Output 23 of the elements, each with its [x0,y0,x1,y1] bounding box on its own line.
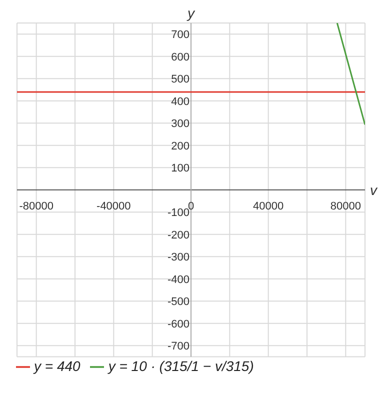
legend-label: y = 10 · (315/1 − v/315) [108,358,254,374]
y-tick-label: -400 [167,274,190,286]
legend-label: y = 440 [34,358,80,374]
x-tick-label: 40000 [253,200,284,212]
x-tick-label: -80000 [19,200,54,212]
y-tick-label: -500 [167,296,190,308]
y-tick-label: 300 [171,118,190,130]
y-tick-label: -600 [167,318,190,330]
y-tick-label: 400 [171,96,190,108]
y-tick-label: 500 [171,74,190,86]
x-tick-label: 80000 [330,200,361,212]
y-tick-label: 600 [171,51,190,64]
x-tick-label: 0 [188,200,194,212]
y-tick-label: -700 [167,340,190,353]
y-tick-label: 200 [171,140,190,152]
y-tick-label: 100 [171,162,190,175]
y-tick-label: -100 [167,207,190,220]
y-tick-label: -200 [167,229,190,242]
y-tick-label: 700 [171,29,190,42]
y-tick-label: -300 [167,252,190,264]
y-axis-title: y [186,5,196,21]
x-tick-label: -40000 [96,200,131,212]
x-axis-title: v [370,182,378,198]
